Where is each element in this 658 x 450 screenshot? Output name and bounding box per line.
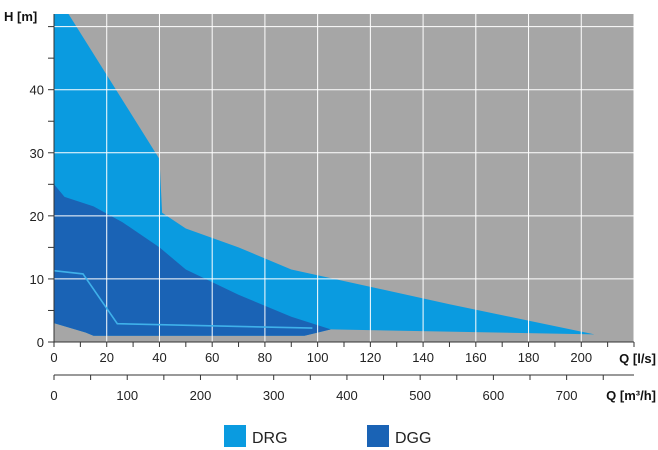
x-axis-secondary-title: Q [m³/h] bbox=[606, 388, 656, 403]
x-secondary-tick-label: 600 bbox=[483, 388, 505, 403]
x-primary-tick-label: 0 bbox=[50, 350, 57, 365]
x-secondary-tick-label: 100 bbox=[116, 388, 138, 403]
y-tick-label: 20 bbox=[30, 209, 44, 224]
x-secondary-tick-label: 300 bbox=[263, 388, 285, 403]
x-primary-tick-label: 180 bbox=[518, 350, 540, 365]
legend-label-drg: DRG bbox=[252, 430, 288, 447]
x-primary-tick-label: 80 bbox=[258, 350, 272, 365]
area-drg bbox=[54, 14, 595, 336]
y-tick-label: 40 bbox=[30, 83, 44, 98]
x-primary-tick-label: 200 bbox=[570, 350, 592, 365]
legend-swatch-dgg bbox=[367, 425, 389, 447]
area-dgg bbox=[54, 184, 331, 336]
x-primary-tick-label: 140 bbox=[412, 350, 434, 365]
x-secondary-tick-label: 200 bbox=[190, 388, 212, 403]
x-primary-tick-label: 40 bbox=[152, 350, 166, 365]
x-secondary-tick-label: 500 bbox=[409, 388, 431, 403]
x-primary-tick-label: 120 bbox=[360, 350, 382, 365]
legend-swatch-drg bbox=[224, 425, 246, 447]
x-primary-tick-label: 60 bbox=[205, 350, 219, 365]
y-tick-label: 10 bbox=[30, 272, 44, 287]
legend: DRG DGG bbox=[224, 425, 431, 447]
legend-label-dgg: DGG bbox=[395, 430, 431, 447]
y-axis-title: H [m] bbox=[4, 9, 37, 24]
series-layer bbox=[54, 14, 595, 336]
y-tick-label: 0 bbox=[37, 335, 44, 350]
x-secondary-tick-label: 0 bbox=[50, 388, 57, 403]
y-tick-label: 30 bbox=[30, 146, 44, 161]
inner-curve-line bbox=[53, 269, 313, 329]
grid-layer bbox=[54, 14, 635, 342]
x-axis-primary-title: Q [l/s] bbox=[619, 351, 656, 366]
x-primary-tick-label: 20 bbox=[99, 350, 113, 365]
x-secondary-tick-label: 400 bbox=[336, 388, 358, 403]
x-primary-tick-label: 160 bbox=[465, 350, 487, 365]
x-secondary-tick-label: 700 bbox=[556, 388, 578, 403]
inner-line-layer bbox=[53, 269, 313, 329]
x-primary-tick-label: 100 bbox=[307, 350, 329, 365]
